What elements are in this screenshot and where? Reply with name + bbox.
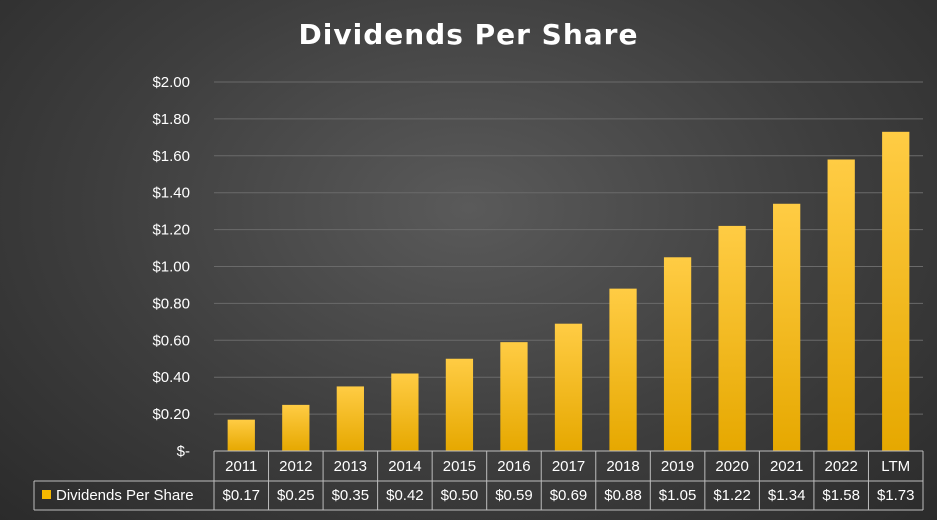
bar — [227, 419, 255, 451]
data-value-label: $0.69 — [550, 487, 588, 504]
y-tick-label: $2.00 — [152, 74, 190, 91]
bar — [554, 323, 583, 451]
x-category-label: 2011 — [225, 458, 257, 475]
y-tick-label: $1.40 — [152, 185, 190, 202]
x-category-label: 2021 — [770, 458, 803, 475]
data-value-label: $0.42 — [386, 487, 424, 504]
bar — [663, 257, 692, 451]
x-category-label: 2017 — [552, 458, 585, 475]
data-value-label: $0.88 — [604, 487, 642, 504]
data-value-label: $1.73 — [877, 487, 915, 504]
data-value-label: $0.17 — [222, 487, 260, 504]
y-tick-label: $1.80 — [152, 111, 190, 128]
bar — [882, 131, 910, 451]
y-tick-label: $0.80 — [152, 295, 190, 312]
bar — [773, 203, 801, 451]
x-category-label: 2015 — [443, 458, 476, 475]
y-axis-ticks: $- $0.20 $0.40 $0.60 $0.80 $1.00 $1.20 $1.40 $1.… — [152, 74, 190, 460]
x-category-label: 2018 — [606, 458, 639, 475]
data-value-label: $1.34 — [768, 487, 806, 504]
y-tick-label: $0.20 — [152, 406, 190, 423]
legend-key — [42, 490, 51, 499]
bar — [718, 225, 746, 451]
data-value-label: $1.22 — [713, 487, 751, 504]
data-value-label: $0.59 — [495, 487, 533, 504]
bar — [827, 159, 855, 452]
data-value-label: $0.35 — [332, 487, 370, 504]
chart-title: Dividends Per Share — [298, 18, 639, 51]
bars — [227, 131, 910, 452]
data-value-label: $0.25 — [277, 487, 315, 504]
bar — [336, 386, 364, 451]
x-category-label: 2019 — [661, 458, 694, 475]
bar — [609, 288, 637, 451]
data-value-label: $1.58 — [822, 487, 860, 504]
bar — [445, 358, 474, 451]
bar — [282, 404, 310, 451]
y-tick-label: $1.00 — [152, 259, 190, 276]
x-category-label: 2020 — [715, 458, 748, 475]
y-tick-label: $1.20 — [152, 222, 190, 239]
legend-series-name: Dividends Per Share — [56, 487, 194, 504]
x-category-label: 2014 — [388, 458, 421, 475]
bar — [391, 373, 419, 451]
bar — [500, 342, 528, 451]
data-value-label: $0.50 — [441, 487, 479, 504]
x-category-label: 2013 — [334, 458, 367, 475]
y-tick-label: $1.60 — [152, 148, 190, 165]
data-table: 2011 2012 2013 2014 2015 2016 2017 2018 2019 2020… — [33, 450, 924, 511]
y-tick-label: $0.40 — [152, 369, 190, 386]
x-category-label: 2016 — [497, 458, 530, 475]
x-category-label: LTM — [881, 458, 910, 475]
x-category-label: 2022 — [825, 458, 858, 475]
y-tick-label: $- — [177, 443, 190, 460]
data-value-label: $1.05 — [659, 487, 697, 504]
y-tick-label: $0.60 — [152, 332, 190, 349]
x-category-label: 2012 — [279, 458, 312, 475]
